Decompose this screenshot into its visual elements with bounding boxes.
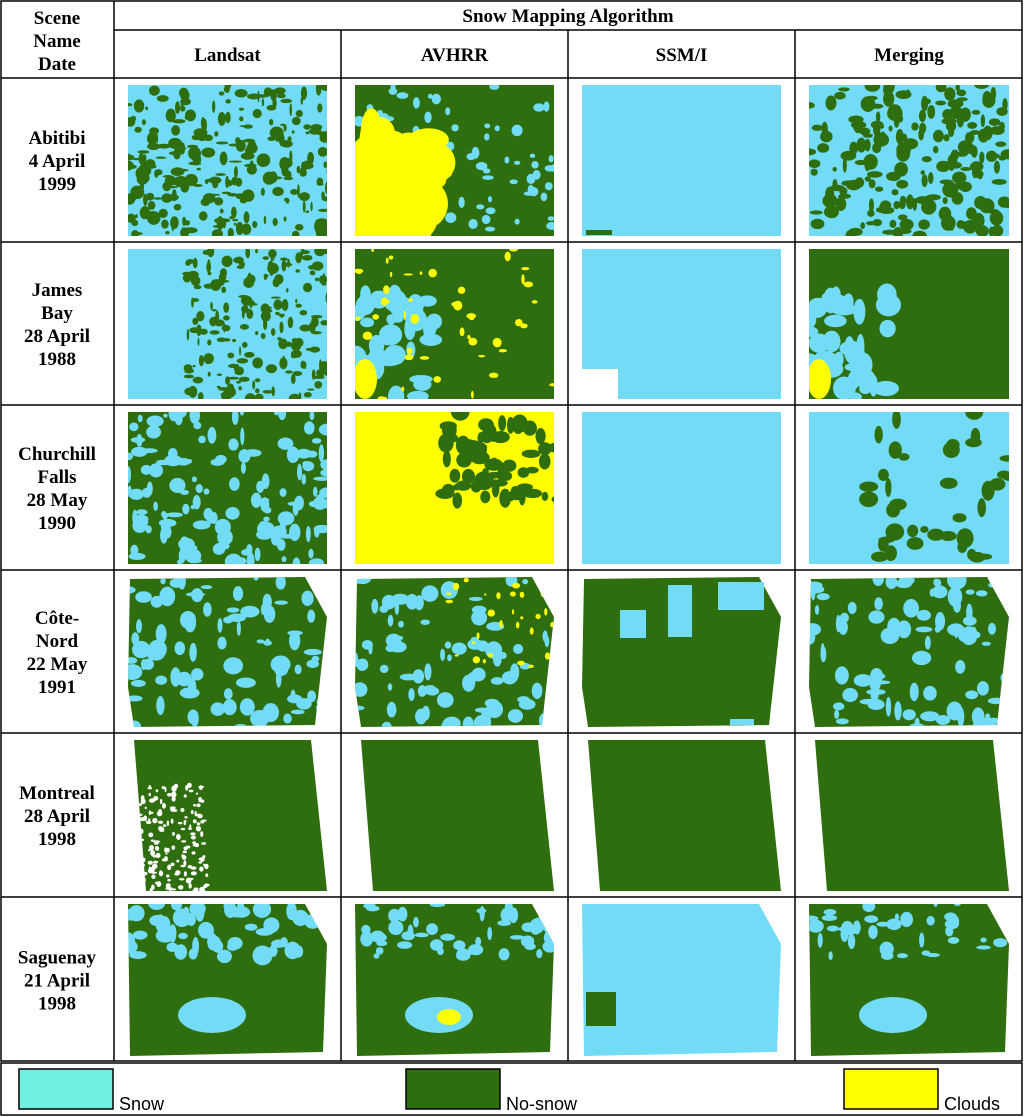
legend-item-no-snow: No-snow bbox=[405, 1068, 578, 1114]
scene-label-churchill-falls: Falls bbox=[37, 467, 76, 488]
map-james-bay-landsat bbox=[128, 249, 327, 399]
column-header-ssmi: SSM/I bbox=[656, 45, 708, 66]
legend-label-snow: Snow bbox=[119, 1094, 165, 1114]
scene-label-cote-nord: 1991 bbox=[38, 677, 76, 698]
scene-label-cote-nord: 22 May bbox=[27, 654, 88, 675]
scene-label-churchill-falls: Churchill bbox=[18, 444, 96, 465]
scene-label-abitibi: 1999 bbox=[38, 174, 76, 195]
map-montreal-landsat bbox=[134, 740, 327, 891]
legend-swatch-clouds bbox=[843, 1068, 939, 1110]
scene-label-saguenay: 1998 bbox=[38, 994, 76, 1015]
scene-label-churchill-falls: 28 May bbox=[27, 490, 88, 511]
map-montreal-merging bbox=[815, 740, 1009, 891]
scene-label-abitibi: 4 April bbox=[29, 151, 85, 172]
map-james-bay-ssmi bbox=[576, 249, 781, 401]
scene-label-james-bay: James bbox=[32, 280, 83, 301]
scene-label-cote-nord: Nord bbox=[36, 631, 79, 652]
map-saguenay-merging bbox=[809, 904, 1009, 1056]
scene-label-abitibi: Abitibi bbox=[28, 128, 85, 149]
map-churchill-falls-avhrr bbox=[355, 412, 554, 564]
scene-label-churchill-falls: 1990 bbox=[38, 513, 76, 534]
map-saguenay-landsat bbox=[128, 904, 327, 1056]
map-churchill-falls-landsat bbox=[128, 412, 327, 564]
map-cote-nord-avhrr bbox=[355, 577, 554, 727]
map-cote-nord-merging bbox=[809, 577, 1009, 727]
scene-label-montreal: 1998 bbox=[38, 829, 76, 850]
column-header-merging: Merging bbox=[874, 45, 944, 66]
map-montreal-ssmi bbox=[588, 740, 781, 891]
map-cote-nord-landsat bbox=[128, 577, 327, 727]
map-abitibi-ssmi bbox=[582, 85, 781, 236]
map-saguenay-avhrr bbox=[355, 904, 554, 1056]
scene-label-james-bay: Bay bbox=[41, 303, 73, 324]
map-cote-nord-ssmi bbox=[582, 577, 781, 727]
legend-swatch-no-snow bbox=[405, 1068, 501, 1110]
corner-header-line: Scene bbox=[34, 8, 80, 29]
legend-label-clouds: Clouds bbox=[944, 1094, 1000, 1114]
scene-label-cote-nord: Côte- bbox=[35, 608, 79, 629]
legend-swatch-snow bbox=[18, 1068, 114, 1110]
map-churchill-falls-merging bbox=[809, 412, 1009, 564]
column-header-landsat: Landsat bbox=[194, 45, 261, 66]
map-abitibi-merging bbox=[809, 85, 1009, 236]
scene-label-montreal: Montreal bbox=[19, 783, 95, 804]
map-abitibi-landsat bbox=[128, 85, 327, 236]
scene-label-montreal: 28 April bbox=[24, 806, 90, 827]
corner-header-line: Name bbox=[33, 31, 80, 52]
map-abitibi-avhrr bbox=[355, 85, 554, 236]
map-james-bay-merging bbox=[809, 249, 1009, 399]
map-saguenay-ssmi bbox=[582, 904, 781, 1056]
scene-label-saguenay: 21 April bbox=[24, 971, 90, 992]
legend-item-snow: Snow bbox=[18, 1068, 165, 1114]
map-james-bay-avhrr bbox=[355, 249, 554, 399]
map-churchill-falls-ssmi bbox=[582, 412, 781, 564]
column-header-avhrr: AVHRR bbox=[421, 45, 488, 66]
legend-label-no-snow: No-snow bbox=[506, 1094, 578, 1114]
scene-label-saguenay: Saguenay bbox=[18, 948, 97, 969]
legend-item-clouds: Clouds bbox=[843, 1068, 1000, 1114]
scene-label-james-bay: 28 April bbox=[24, 326, 90, 347]
group-title: Snow Mapping Algorithm bbox=[462, 6, 673, 27]
corner-header-line: Date bbox=[38, 54, 76, 75]
scene-label-james-bay: 1988 bbox=[38, 349, 76, 370]
map-montreal-avhrr bbox=[361, 740, 554, 891]
